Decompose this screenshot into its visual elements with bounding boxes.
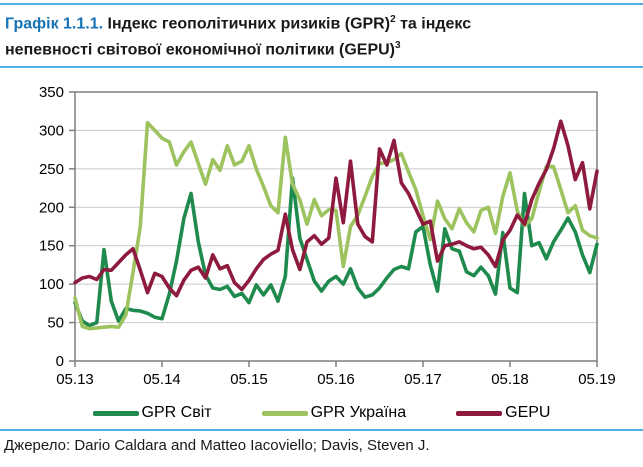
y-tick-label-50: 50 [47,315,64,332]
footnote-ref-2: 2 [390,14,396,25]
x-tick-label-05.15: 05.15 [230,371,268,388]
chart-title-number: Графік 1.1.1. [5,15,104,33]
legend-item-gepu: GEPU [456,404,550,422]
legend-item-gpr-ukraine: GPR Україна [261,404,407,422]
bottom-rule [0,429,643,431]
legend-label-gpr-world: GPR Світ [141,404,212,421]
x-tick-label-05.18: 05.18 [491,371,529,388]
series-line-0 [73,176,599,328]
y-tick-label-250: 250 [39,161,64,178]
chart-title-line1-tail: та індекс [395,15,472,33]
x-tick-label-05.14: 05.14 [143,371,181,388]
footnote-ref-3: 3 [395,40,401,52]
legend-item-gpr-world: GPR Світ [92,404,212,422]
chart-legend: GPR Світ GPR Україна GEPU [0,404,643,422]
chart-title-line2: непевності світової економічної політики… [5,41,395,59]
x-tick-label-05.19: 05.19 [578,371,616,388]
legend-swatch-gpr-world [92,410,139,416]
y-tick-label-150: 150 [39,238,64,255]
y-tick-label-350: 350 [39,84,64,101]
gpr-gepu-line-chart: 0 50 100 150 200 250 300 350 05.13 05.14 05.15 05.1… [39,84,616,388]
x-tick-label-05.13: 05.13 [56,371,94,388]
chart-title: Графік 1.1.1. Індекс геополітичних ризик… [5,9,638,62]
series-line-2 [73,119,599,298]
legend-swatch-gpr-ukraine [261,410,308,416]
series-line-1 [73,120,599,331]
x-tick-label-05.16: 05.16 [317,371,355,388]
y-tick-label-300: 300 [39,122,64,139]
source-note: Джерело: Dario Caldara and Matteo Iacovi… [4,437,430,454]
chart-title-line1: Індекс геополітичних ризиків (GPR) [103,15,391,33]
x-tick-label-05.17: 05.17 [404,371,442,388]
y-tick-label-200: 200 [39,199,64,216]
y-tick-label-100: 100 [39,276,64,293]
title-divider-rule [0,66,643,68]
plot-border [74,91,598,362]
top-rule [0,3,643,5]
legend-label-gepu: GEPU [505,404,551,421]
legend-label-gpr-ukraine: GPR Україна [310,404,407,421]
y-tick-label-0: 0 [56,353,64,370]
legend-swatch-gepu [456,410,503,416]
